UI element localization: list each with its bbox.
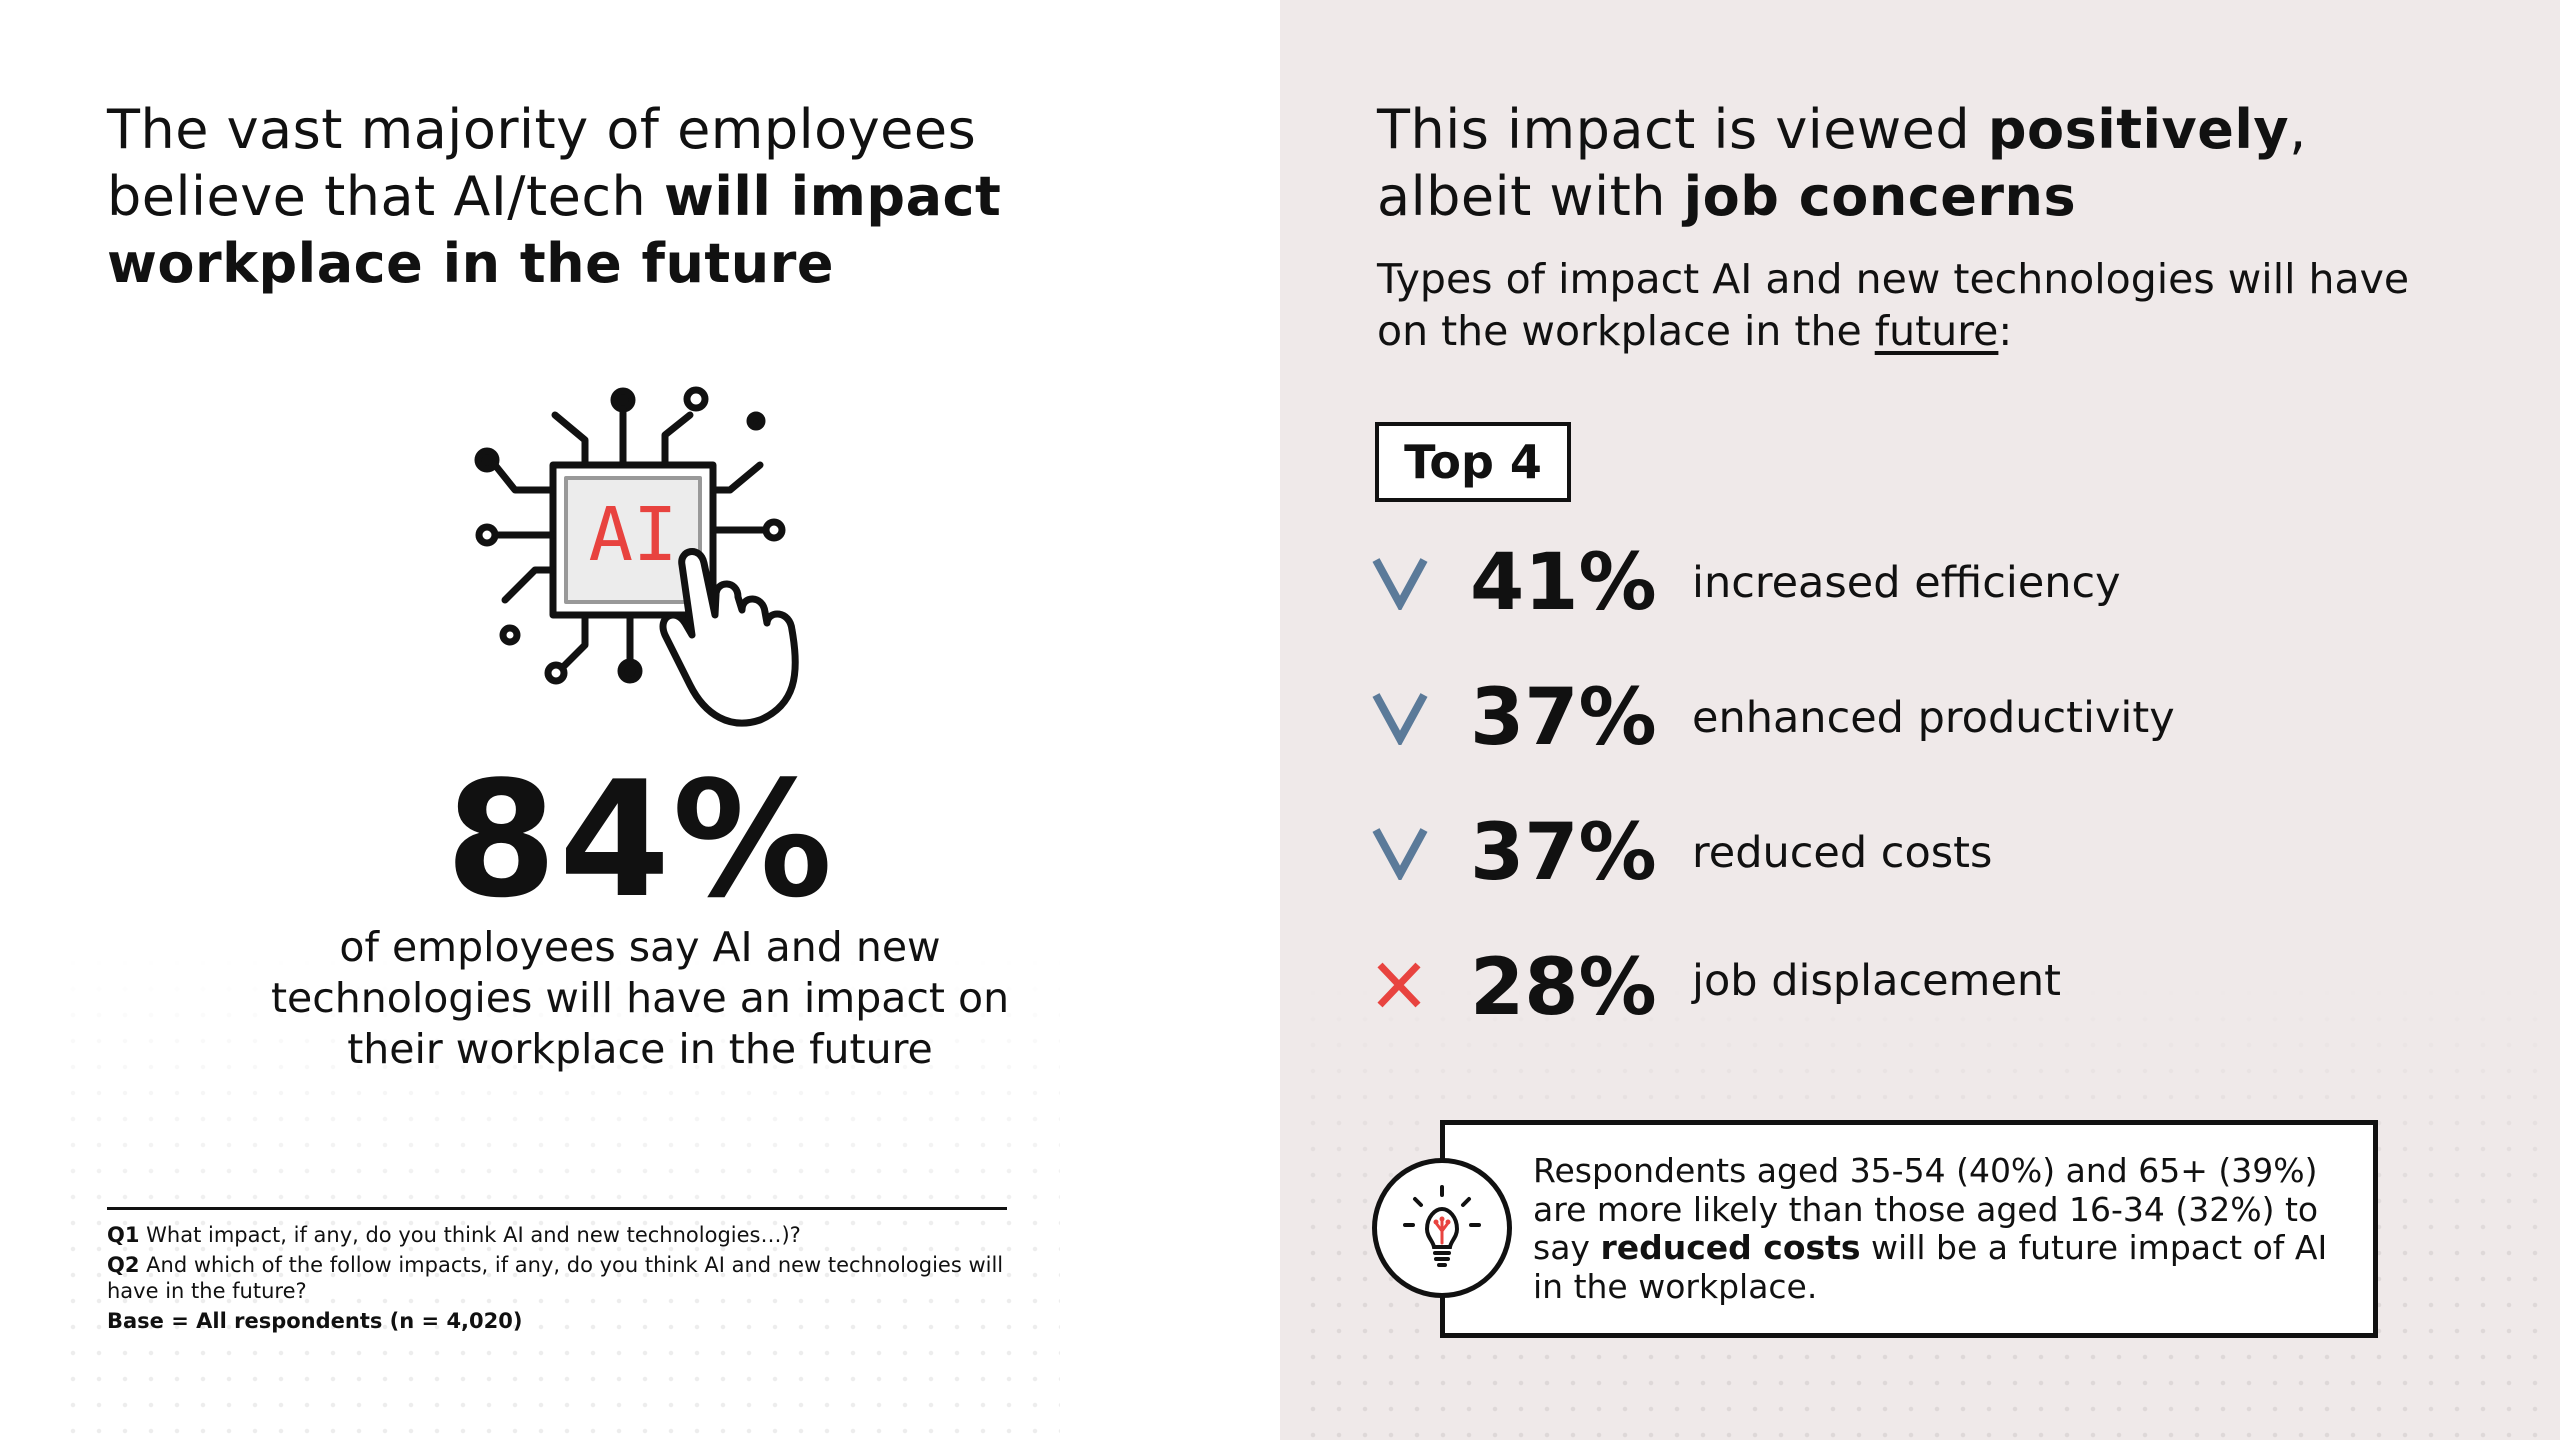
impact-percent: 37%: [1470, 808, 1657, 898]
top-4-badge: Top 4: [1375, 422, 1571, 502]
impact-row: 41% increased efficiency: [1370, 528, 2470, 638]
decorative-dot-pattern: [60, 950, 1060, 1440]
check-icon: [1372, 693, 1428, 745]
impact-row: 37% enhanced productivity: [1370, 663, 2470, 773]
impact-types-subheading: Types of impact AI and new technologies …: [1377, 255, 2410, 355]
ai-chip-hand-icon: AI: [460, 385, 820, 730]
impact-percent: 28%: [1470, 943, 1657, 1033]
ai-text: AI: [588, 492, 677, 578]
left-heading: The vast majority of employees believe t…: [107, 98, 1002, 295]
insight-callout-box: [1440, 1120, 2378, 1338]
impact-percent: 37%: [1470, 673, 1657, 763]
headline-stat-value: 84%: [445, 746, 835, 933]
check-icon: [1372, 558, 1428, 610]
impact-percent: 41%: [1470, 538, 1657, 628]
check-icon: [1372, 828, 1428, 880]
impact-label: enhanced productivity: [1692, 693, 2175, 743]
callout-text: Respondents aged 35-54 (40%) and 65+ (39…: [1533, 1151, 2328, 1306]
impact-label: job displacement: [1692, 956, 2062, 1006]
impact-row: 37% reduced costs: [1370, 798, 2470, 908]
right-heading: This impact is viewed positively, albeit…: [1377, 98, 2307, 228]
impact-row: 28% job displacement: [1370, 933, 2470, 1043]
footnotes: Q1 What impact, if any, do you think AI …: [107, 1222, 1027, 1338]
footnote-divider: [107, 1207, 1007, 1210]
headline-stat-description: of employees say AI and new technologies…: [270, 923, 1010, 1073]
footnote-q2: Q2 And which of the follow impacts, if a…: [107, 1253, 1004, 1303]
lightbulb-icon: [1372, 1158, 1512, 1298]
footnote-q1: Q1 What impact, if any, do you think AI …: [107, 1223, 801, 1247]
footnote-base: Base = All respondents (n = 4,020): [107, 1309, 523, 1333]
impact-label: increased efficiency: [1692, 558, 2121, 608]
impact-label: reduced costs: [1692, 828, 1993, 878]
cross-icon: [1377, 962, 1421, 1008]
